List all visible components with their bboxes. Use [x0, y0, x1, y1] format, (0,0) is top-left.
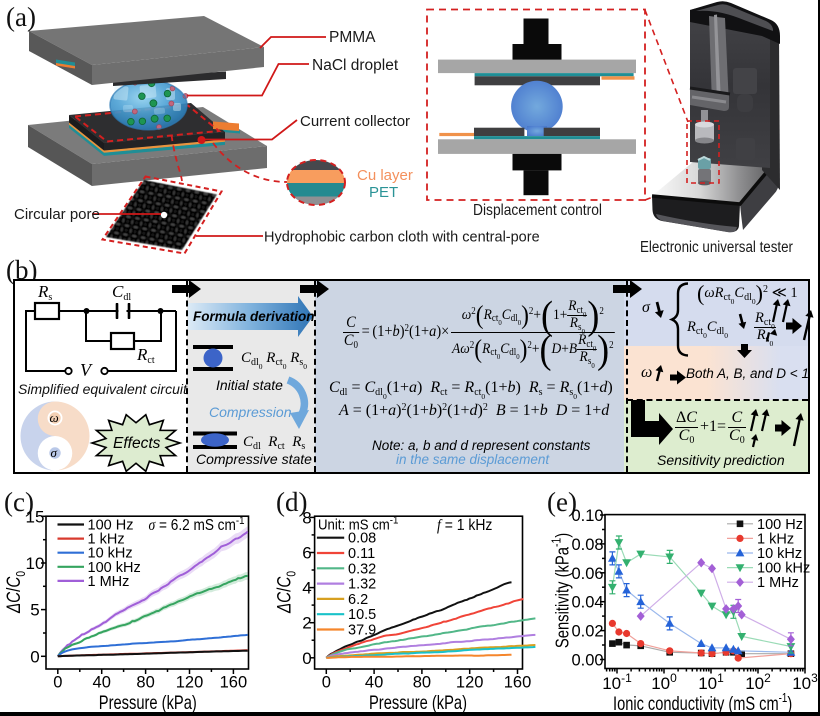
svg-text:160: 160	[504, 674, 532, 692]
svg-text:1 kHz: 1 kHz	[757, 531, 794, 547]
svg-text:Pressure (kPa): Pressure (kPa)	[99, 692, 197, 714]
svg-text:100: 100	[651, 671, 677, 693]
svg-text:0: 0	[53, 674, 62, 692]
svg-text:160: 160	[220, 674, 248, 692]
svg-text:15: 15	[26, 507, 45, 526]
svg-text:40: 40	[365, 674, 383, 692]
svg-text:0.02: 0.02	[571, 623, 603, 641]
svg-text:0.32: 0.32	[348, 561, 376, 577]
svg-text:ΔC/C0: ΔC/C0	[273, 571, 299, 614]
svg-text:0: 0	[322, 674, 331, 692]
svg-text:Current collector: Current collector	[300, 113, 410, 130]
svg-text:0: 0	[302, 649, 311, 668]
svg-text:120: 120	[176, 674, 204, 692]
svg-text:2: 2	[302, 614, 311, 633]
svg-text:10: 10	[26, 554, 45, 573]
svg-text:37.9: 37.9	[348, 623, 376, 639]
svg-text:Electronic universal tester: Electronic universal tester	[640, 239, 793, 256]
svg-text:6.2: 6.2	[348, 592, 368, 608]
svg-text:0.04: 0.04	[571, 594, 603, 612]
svg-text:80: 80	[136, 674, 154, 692]
svg-text:8: 8	[302, 508, 311, 527]
svg-text:PMMA: PMMA	[329, 29, 376, 46]
svg-text:4: 4	[302, 579, 311, 598]
svg-text:10.5: 10.5	[348, 607, 376, 623]
svg-text:ΔC/C0: ΔC/C0	[2, 571, 28, 614]
svg-text:6: 6	[302, 544, 311, 563]
svg-text:0.11: 0.11	[348, 546, 375, 562]
svg-text:Hydrophobic carbon cloth with: Hydrophobic carbon cloth with central-po…	[264, 230, 540, 246]
svg-text:1 kHz: 1 kHz	[88, 532, 125, 548]
svg-text:Sensitivity (kPa-1): Sensitivity (kPa-1)	[549, 533, 572, 648]
svg-text:Pressure (kPa): Pressure (kPa)	[369, 692, 467, 714]
svg-text:10-1: 10-1	[602, 671, 632, 693]
svg-text:NaCl droplet: NaCl droplet	[312, 57, 399, 74]
svg-text:σ = 6.2 mS cm-1: σ = 6.2 mS cm-1	[149, 516, 245, 535]
svg-text:f = 1 kHz: f = 1 kHz	[437, 517, 492, 534]
svg-text:103: 103	[792, 671, 818, 693]
svg-text:1.32: 1.32	[348, 577, 376, 593]
svg-text:10 kHz: 10 kHz	[757, 546, 802, 562]
svg-text:120: 120	[456, 674, 484, 692]
svg-text:10 kHz: 10 kHz	[88, 546, 133, 562]
svg-text:0.06: 0.06	[571, 565, 603, 583]
svg-text:100 kHz: 100 kHz	[88, 560, 141, 576]
svg-text:Displacement control: Displacement control	[473, 202, 602, 219]
svg-text:1 MHz: 1 MHz	[757, 575, 799, 591]
svg-text:100 Hz: 100 Hz	[88, 518, 134, 534]
svg-text:0: 0	[30, 647, 39, 666]
svg-text:101: 101	[698, 671, 724, 693]
svg-text:100 kHz: 100 kHz	[757, 561, 810, 577]
svg-text:0.08: 0.08	[348, 531, 376, 547]
svg-text:0.10: 0.10	[571, 507, 603, 525]
svg-text:Ionic conductivity (mS cm-1): Ionic conductivity (mS cm-1)	[613, 692, 792, 715]
svg-text:100 Hz: 100 Hz	[757, 517, 803, 533]
svg-text:PET: PET	[369, 184, 398, 201]
svg-text:5: 5	[30, 601, 39, 620]
svg-text:102: 102	[745, 671, 771, 693]
svg-text:Circular pore: Circular pore	[14, 206, 100, 223]
svg-text:Cu layer: Cu layer	[357, 167, 413, 184]
svg-text:0.00: 0.00	[571, 652, 603, 670]
svg-text:0.08: 0.08	[571, 536, 603, 554]
svg-text:80: 80	[413, 674, 431, 692]
svg-text:Unit: mS cm-1: Unit: mS cm-1	[318, 515, 399, 533]
svg-text:1 MHz: 1 MHz	[88, 574, 130, 590]
svg-text:40: 40	[93, 674, 111, 692]
